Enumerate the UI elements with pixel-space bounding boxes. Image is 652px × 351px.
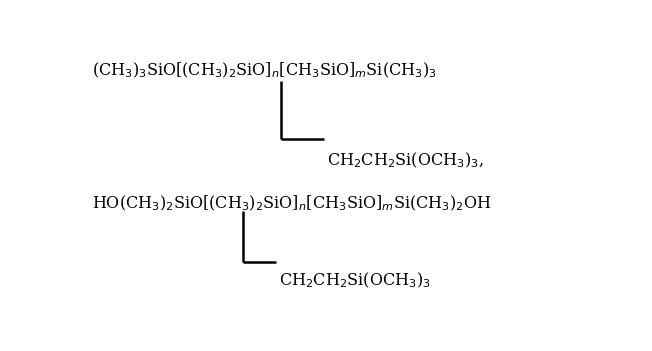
Text: HO(CH$_3$)$_2$SiO[(CH$_3$)$_2$SiO]$_n$[CH$_3$SiO]$_m$Si(CH$_3$)$_2$OH: HO(CH$_3$)$_2$SiO[(CH$_3$)$_2$SiO]$_n$[C… bbox=[91, 193, 491, 213]
Text: (CH$_3$)$_3$SiO[(CH$_3$)$_2$SiO]$_n$[CH$_3$SiO]$_m$Si(CH$_3$)$_3$: (CH$_3$)$_3$SiO[(CH$_3$)$_2$SiO]$_n$[CH$… bbox=[91, 61, 436, 80]
Text: CH$_2$CH$_2$Si(OCH$_3$)$_3$: CH$_2$CH$_2$Si(OCH$_3$)$_3$ bbox=[278, 271, 430, 290]
Text: CH$_2$CH$_2$Si(OCH$_3$)$_3$,: CH$_2$CH$_2$Si(OCH$_3$)$_3$, bbox=[327, 150, 483, 170]
